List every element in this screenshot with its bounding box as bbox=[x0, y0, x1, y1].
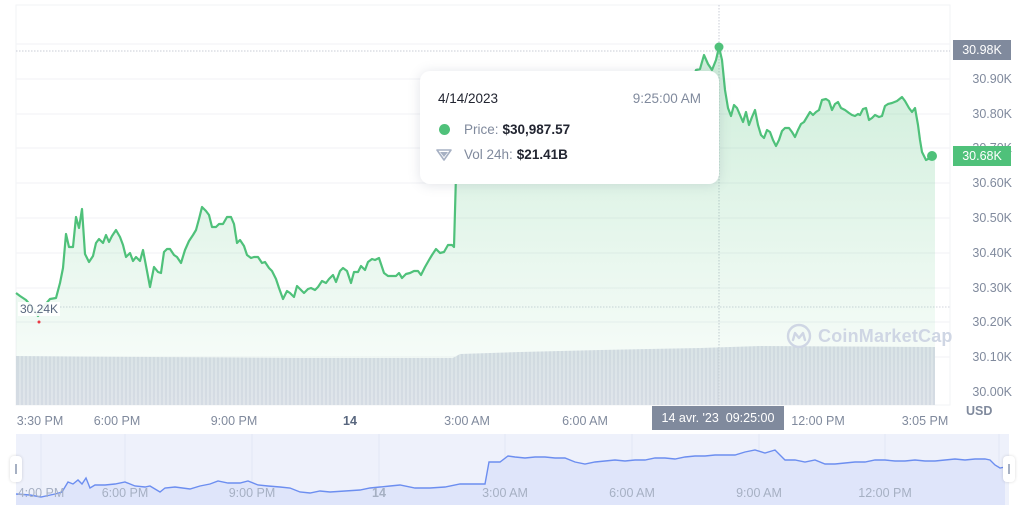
hover-point bbox=[714, 42, 724, 52]
y-axis-label: 30.60K bbox=[972, 176, 1012, 190]
x-axis-label: 3:30 PM bbox=[16, 414, 64, 428]
navigator-left-handle[interactable] bbox=[10, 456, 22, 482]
tooltip-date: 4/14/2023 bbox=[438, 91, 499, 106]
y-axis-label: 30.40K bbox=[972, 246, 1012, 260]
y-axis-label: 30.10K bbox=[972, 350, 1012, 364]
x-axis-label: 9:00 PM bbox=[210, 414, 258, 428]
y-axis-label: 30.30K bbox=[972, 281, 1012, 295]
navigator[interactable] bbox=[15, 434, 1009, 505]
price-dot-icon bbox=[439, 124, 450, 135]
x-axis-label: 3:00 AM bbox=[444, 414, 490, 428]
coinmarketcap-logo-icon bbox=[786, 323, 812, 349]
y-axis-label: 30.90K bbox=[972, 72, 1012, 86]
current-price-point bbox=[927, 151, 937, 161]
x-axis-label: 12:00 PM bbox=[791, 414, 845, 428]
tooltip-volume-value: $21.41B bbox=[516, 147, 568, 162]
crosshair-time-label: 14 avr. '23 09:25:00 bbox=[652, 406, 784, 430]
navigator-label: 9:00 AM bbox=[736, 486, 782, 500]
current-price-badge: 30.68K bbox=[953, 146, 1011, 166]
tooltip-volume-row: Vol 24h: $21.41B bbox=[436, 147, 568, 162]
hover-price-badge: 30.98K bbox=[953, 40, 1011, 60]
tooltip-volume-label: Vol 24h: bbox=[464, 147, 513, 162]
x-axis-label: 6:00 PM bbox=[93, 414, 141, 428]
tooltip-price-label: Price: bbox=[464, 122, 499, 137]
x-axis-label-day: 14 bbox=[343, 414, 357, 428]
price-tooltip: 4/14/2023 9:25:00 AM Price: $30,987.57 V… bbox=[420, 71, 719, 184]
tooltip-time: 9:25:00 AM bbox=[632, 91, 701, 106]
y-axis-label: 30.20K bbox=[972, 315, 1012, 329]
watermark-text: CoinMarketCap bbox=[818, 325, 953, 346]
y-axis-label: 30.50K bbox=[972, 211, 1012, 225]
x-axis-label: 6:00 AM bbox=[562, 414, 608, 428]
navigator-label: 3:00 AM bbox=[482, 486, 528, 500]
navigator-label: 9:00 PM bbox=[228, 486, 276, 500]
navigator-right-handle[interactable] bbox=[1003, 456, 1015, 482]
y-axis-label: 30.80K bbox=[972, 107, 1012, 121]
navigator-label: 4:00 PM bbox=[17, 486, 65, 500]
tooltip-price-row: Price: $30,987.57 bbox=[436, 122, 570, 137]
navigator-label-day: 14 bbox=[372, 486, 386, 500]
start-price-label: 30.24K bbox=[18, 302, 61, 316]
coinmarketcap-watermark: CoinMarketCap bbox=[786, 323, 953, 349]
navigator-label: 6:00 PM bbox=[101, 486, 149, 500]
x-axis-label: 3:05 PM bbox=[901, 414, 949, 428]
start-marker bbox=[37, 320, 41, 324]
navigator-label: 6:00 AM bbox=[609, 486, 655, 500]
tooltip-price-value: $30,987.57 bbox=[502, 122, 571, 137]
y-axis-label: 30.00K bbox=[972, 385, 1012, 399]
price-line bbox=[15, 45, 934, 318]
navigator-label: 12:00 PM bbox=[858, 486, 912, 500]
volume-shield-icon bbox=[436, 148, 452, 161]
currency-label: USD bbox=[966, 404, 993, 418]
